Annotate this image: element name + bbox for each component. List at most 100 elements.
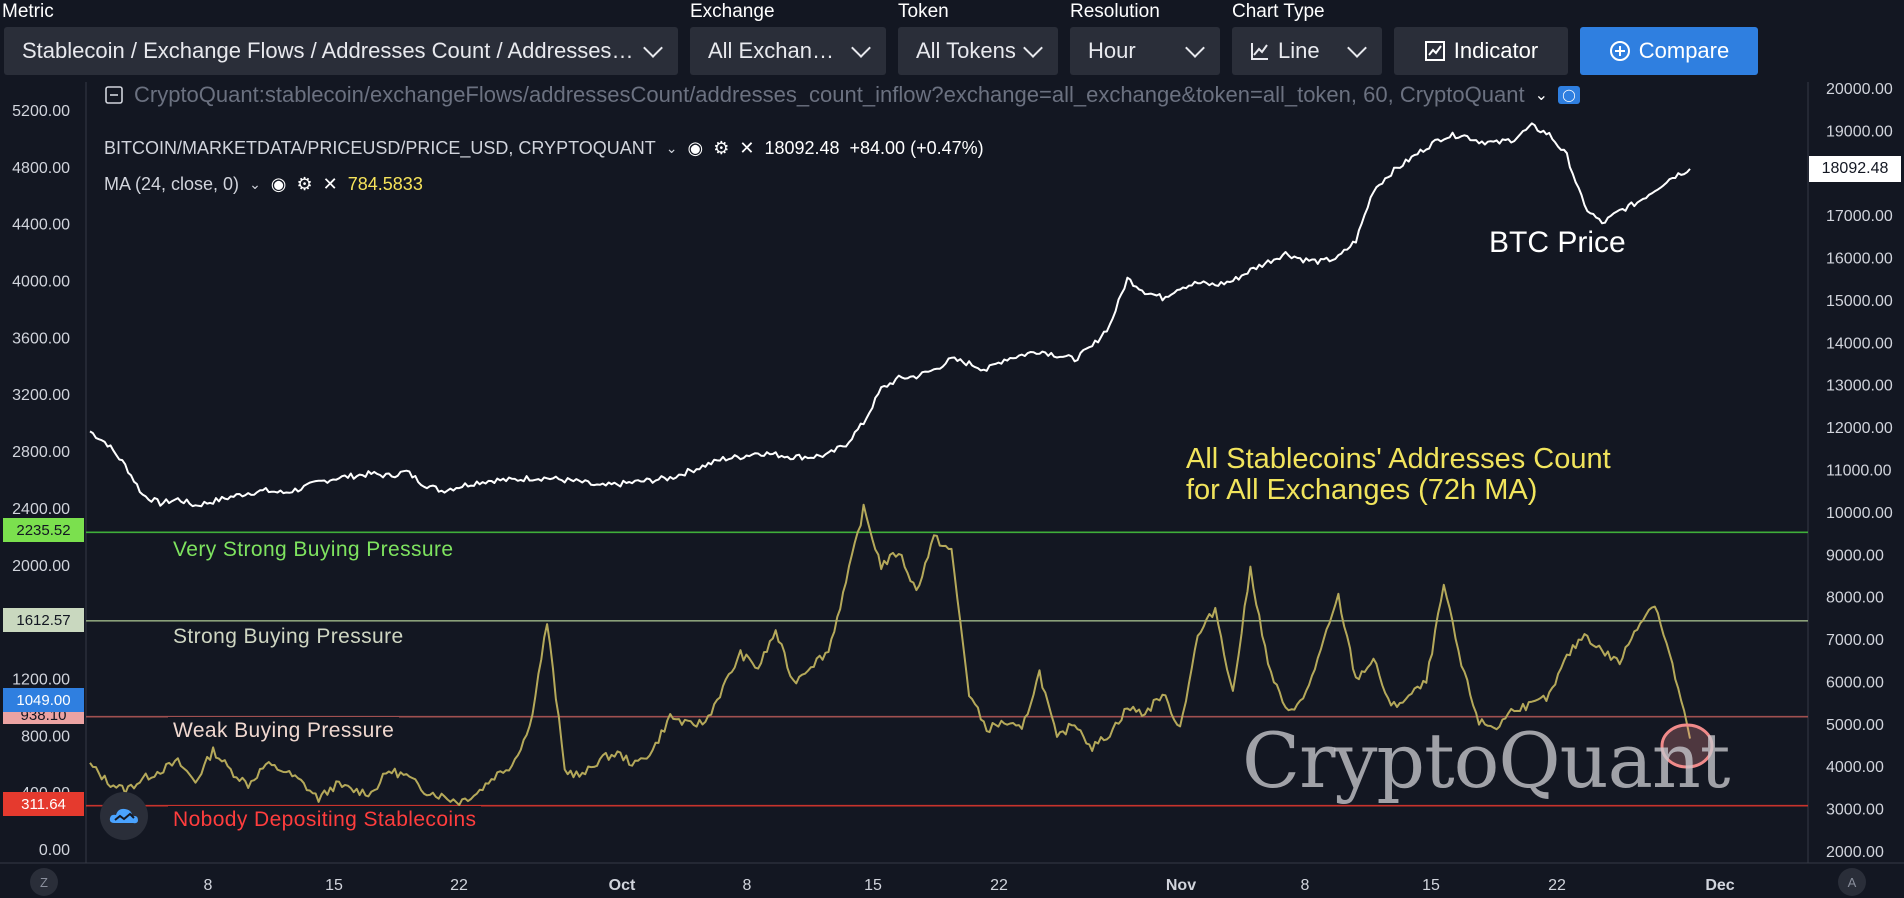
- exchange-label: Exchange: [690, 1, 775, 22]
- left-tick-label: 2400.00: [12, 501, 70, 518]
- right-tick-label: 10000.00: [1826, 505, 1893, 522]
- right-tick-label: 13000.00: [1826, 378, 1893, 395]
- series-line: [89, 122, 1691, 508]
- badge-very-strong: 2235.52: [3, 518, 84, 542]
- chart-type-value: Line: [1278, 38, 1320, 63]
- x-tick-label: 15: [1422, 877, 1440, 894]
- main-series-title: CryptoQuant:stablecoin/exchangeFlows/add…: [134, 82, 1525, 107]
- right-tick-label: 5000.00: [1826, 717, 1884, 734]
- btc-price-annotation: BTC Price: [1489, 226, 1626, 259]
- left-tick-label: 2800.00: [12, 444, 70, 461]
- x-tick-label: 15: [864, 877, 882, 894]
- token-value: All Tokens: [916, 38, 1016, 63]
- right-tick-label: 14000.00: [1826, 335, 1893, 352]
- x-tick-label: Dec: [1705, 877, 1734, 894]
- left-tick-label: 1200.00: [12, 671, 70, 688]
- highlight-circle: [1660, 723, 1714, 769]
- chevron-down-icon: [1023, 38, 1043, 58]
- series-lines: [89, 122, 1691, 806]
- exchange-select[interactable]: All Exchanges: [690, 27, 886, 75]
- right-tick-label: 3000.00: [1826, 802, 1884, 819]
- metric-select[interactable]: Stablecoin / Exchange Flows / Addresses …: [4, 27, 678, 75]
- x-tick-label: 22: [1548, 877, 1566, 894]
- metric-label: Metric: [2, 1, 54, 22]
- close-icon[interactable]: ✕: [739, 138, 755, 158]
- resolution-select[interactable]: Hour: [1070, 27, 1220, 75]
- left-tick-label: 4000.00: [12, 274, 70, 291]
- right-tick-label: 9000.00: [1826, 547, 1884, 564]
- cryptoquant-logo: [100, 792, 148, 840]
- exchange-value: All Exchanges: [708, 38, 844, 63]
- x-tick-label: 8: [204, 877, 213, 894]
- stablecoin-annotation: All Stablecoins' Addresses Count for All…: [1186, 444, 1611, 506]
- left-axis-ticks: 0.00400.00800.001200.001600.002000.00240…: [12, 103, 70, 859]
- chevron-down-icon[interactable]: ⌄: [249, 176, 261, 192]
- series-line: [89, 503, 1691, 806]
- right-tick-label: 2000.00: [1826, 844, 1884, 861]
- indicator-button[interactable]: Indicator: [1394, 27, 1568, 75]
- chart-type-label: Chart Type: [1232, 1, 1325, 22]
- axis-frame: [0, 82, 1904, 864]
- compare-button[interactable]: Compare: [1580, 27, 1758, 75]
- collapse-legend-icon[interactable]: [104, 85, 124, 105]
- line-chart-icon: [1251, 43, 1268, 60]
- eye-icon[interactable]: ◉: [270, 174, 287, 194]
- resolution-label: Resolution: [1070, 1, 1160, 22]
- indicator-icon: [1424, 41, 1445, 61]
- resolution-value: Hour: [1088, 38, 1136, 63]
- x-tick-label: Nov: [1166, 877, 1196, 894]
- right-tick-label: 17000.00: [1826, 208, 1893, 225]
- level-label-weak: Weak Buying Pressure: [168, 717, 400, 745]
- auto-scale-button[interactable]: A: [1838, 868, 1866, 896]
- x-tick-label: Oct: [609, 877, 636, 894]
- x-tick-label: 22: [450, 877, 468, 894]
- close-icon[interactable]: ✕: [322, 174, 338, 194]
- level-label-strong: Strong Buying Pressure: [168, 623, 409, 651]
- right-tick-label: 8000.00: [1826, 590, 1884, 607]
- left-tick-label: 2000.00: [12, 558, 70, 575]
- chevron-down-icon: [1347, 38, 1367, 58]
- chevron-down-icon: [643, 38, 663, 58]
- right-axis-ticks: 2000.00 3000.00 4000.00 5000.00 6000.00 7000.…: [1826, 82, 1893, 861]
- chart-type-select[interactable]: Line: [1232, 27, 1382, 75]
- toolbar: Metric Stablecoin / Exchange Flows / Add…: [0, 0, 1904, 82]
- chevron-down-icon: [1185, 38, 1205, 58]
- level-label-very-strong: Very Strong Buying Pressure: [168, 536, 459, 564]
- chart-area[interactable]: 0.00400.00800.001200.001600.002000.00240…: [0, 82, 1904, 898]
- token-label: Token: [898, 1, 949, 22]
- token-select[interactable]: All Tokens: [898, 27, 1058, 75]
- stablecoin-annotation-line1: All Stablecoins' Addresses Count: [1186, 443, 1611, 475]
- eye-icon[interactable]: ◉: [687, 138, 704, 158]
- level-label-nobody: Nobody Depositing Stablecoins: [168, 806, 482, 834]
- left-tick-label: 5200.00: [12, 103, 70, 120]
- x-tick-label: 8: [1301, 877, 1310, 894]
- chevron-down-icon[interactable]: ⌄: [1534, 87, 1548, 104]
- btc-change: +84.00 (+0.47%): [849, 138, 984, 158]
- left-tick-label: 0.00: [39, 842, 70, 859]
- badge-nobody: 311.64: [3, 792, 84, 816]
- chevron-down-icon[interactable]: ⌄: [665, 140, 678, 156]
- gear-icon[interactable]: ⚙: [713, 138, 730, 158]
- x-axis-ticks: 8 15 22 Oct 8 15 22 Nov 8 15 22 Dec: [204, 877, 1735, 894]
- ma-last-value: 784.5833: [347, 174, 423, 194]
- plus-circle-icon: [1609, 41, 1630, 61]
- x-tick-label: 22: [990, 877, 1008, 894]
- gear-icon[interactable]: ⚙: [296, 174, 313, 194]
- right-tick-label: 16000.00: [1826, 251, 1893, 268]
- right-tick-label: 6000.00: [1826, 674, 1884, 691]
- hide-icon[interactable]: ◯: [1557, 86, 1580, 104]
- left-tick-label: 4400.00: [12, 217, 70, 234]
- pressure-level-lines: [86, 531, 1808, 807]
- right-tick-label: 15000.00: [1826, 293, 1893, 310]
- right-tick-label: 19000.00: [1826, 123, 1893, 140]
- left-tick-label: 4800.00: [12, 160, 70, 177]
- btc-last-value: 18092.48: [764, 138, 840, 158]
- right-tick-label: 20000.00: [1826, 82, 1893, 98]
- ma-series-name: MA (24, close, 0): [104, 174, 240, 194]
- right-tick-label: 7000.00: [1826, 632, 1884, 649]
- zoom-reset-button[interactable]: Z: [30, 868, 58, 896]
- right-tick-label: 11000.00: [1826, 463, 1892, 480]
- cloud-logo-icon: [109, 808, 138, 824]
- left-tick-label: 3200.00: [12, 387, 70, 404]
- right-tick-label: 4000.00: [1826, 759, 1884, 776]
